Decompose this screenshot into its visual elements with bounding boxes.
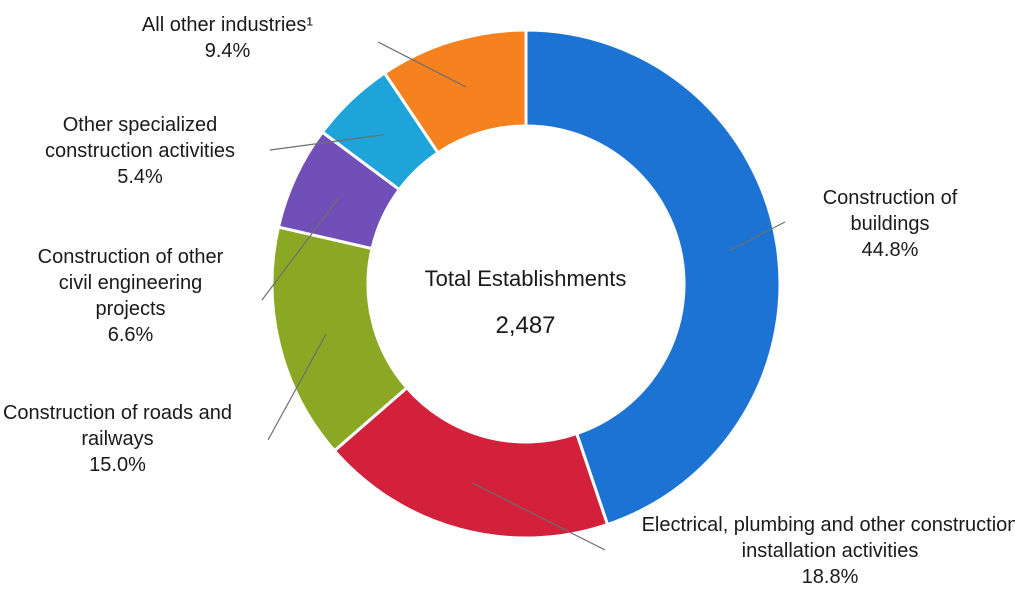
slice-name: Construction of other civil engineering … (37, 246, 224, 320)
leader-line (261, 197, 340, 301)
slice-label-buildings: Construction of buildings 44.8% (805, 185, 975, 263)
slice-label-specialized: Other specialized construction activitie… (20, 112, 260, 190)
slice-percent: 9.4% (204, 40, 251, 62)
slice-label-electrical: Electrical, plumbing and other construct… (640, 512, 1015, 590)
donut-slice (332, 385, 610, 540)
slice-label-civil: Construction of other civil engineering … (28, 244, 233, 348)
leader-line (377, 41, 467, 88)
slice-percent: 18.8% (801, 566, 859, 588)
leader-lines (261, 41, 786, 551)
slice-name: Other specialized construction activitie… (44, 114, 236, 162)
slice-percent: 6.6% (107, 324, 154, 346)
slice-percent: 44.8% (861, 239, 919, 261)
center-value: 2,487 (495, 312, 556, 339)
slice-label-other-industries: All other industries¹ 9.4% (110, 12, 345, 64)
slice-percent: 15.0% (89, 454, 146, 476)
leader-line (269, 134, 385, 151)
slice-name: Construction of roads and railways (2, 402, 233, 450)
donut-slice (524, 28, 782, 527)
slice-label-roads: Construction of roads and railways 15.0% (0, 400, 235, 478)
slice-percent: 5.4% (117, 166, 163, 188)
donut-slices (270, 28, 782, 540)
donut-slice (382, 28, 528, 155)
center-title: Total Establishments (424, 266, 627, 291)
slice-name: Construction of buildings (822, 187, 958, 235)
slice-name: Electrical, plumbing and other construct… (641, 514, 1015, 562)
leader-line (471, 482, 606, 551)
slice-name: All other industries¹ (141, 14, 314, 36)
leader-line (728, 221, 786, 252)
leader-line (267, 333, 327, 441)
